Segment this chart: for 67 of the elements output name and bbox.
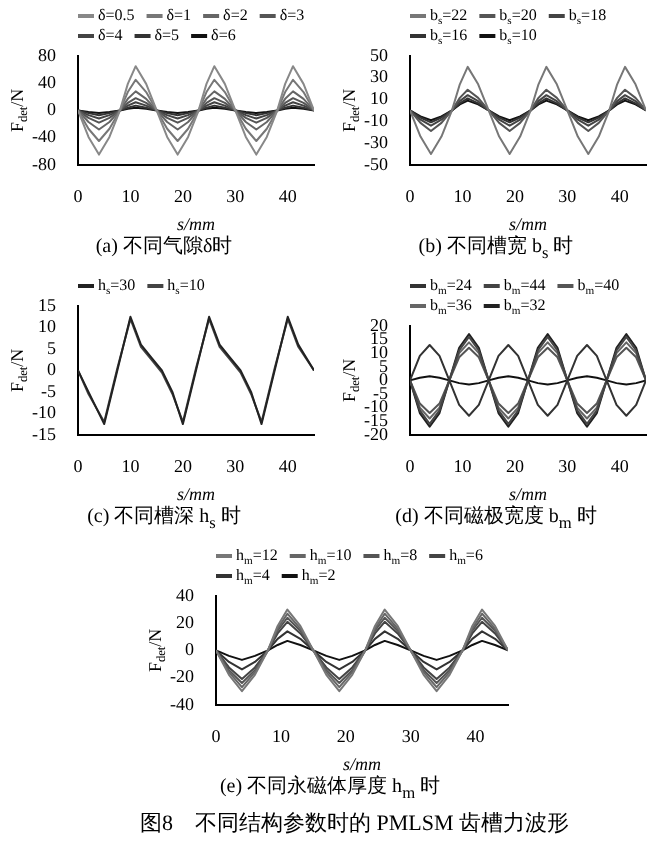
y-tick-label: -80 xyxy=(31,153,57,174)
x-tick-label: 20 xyxy=(505,456,525,477)
x-tick-label: 30 xyxy=(226,456,246,477)
y-tick-label: 30 xyxy=(369,66,389,87)
x-tick-label: 40 xyxy=(466,726,486,747)
y-tick-label: 10 xyxy=(37,316,57,337)
x-tick-label: 10 xyxy=(453,456,473,477)
x-tick-label: 40 xyxy=(278,456,298,477)
text: (b) 不同槽宽 b$_{s}$ 时 xyxy=(416,236,576,266)
legend-label: δ=6 xyxy=(211,26,236,45)
x-axis-title: s/mm xyxy=(176,213,216,234)
y-tick-label: 10 xyxy=(369,88,389,109)
y-tick-label: -15 xyxy=(31,423,57,444)
x-axis-title: s/mm xyxy=(176,483,216,504)
y-tick-label: -5 xyxy=(40,380,57,401)
x-tick-label: 20 xyxy=(505,186,525,207)
legend-label: δ=5 xyxy=(154,26,180,45)
x-tick-label: 0 xyxy=(73,186,84,207)
y-tick-label: 0 xyxy=(46,99,57,120)
y-tick-label: -20 xyxy=(169,666,195,687)
y-tick-label: 40 xyxy=(175,584,195,605)
y-tick-label: -30 xyxy=(363,131,389,152)
y-tick-label: -40 xyxy=(31,126,57,147)
y-tick-label: 40 xyxy=(37,71,57,92)
legend-label: δ=0.5 xyxy=(97,6,135,25)
caption: 图8 不同结构参数时的 PMLSM 齿槽力波形 xyxy=(140,810,570,838)
x-tick-label: 10 xyxy=(453,186,473,207)
y-tick-label: -15 xyxy=(363,409,389,430)
legend-label: δ=2 xyxy=(223,6,248,25)
x-tick-label: 30 xyxy=(558,456,578,477)
legend-label: δ=3 xyxy=(279,6,305,25)
y-tick-label: 0 xyxy=(46,359,57,380)
text: (a) 不同气隙δ时 xyxy=(93,236,235,260)
y-tick-label: 15 xyxy=(37,294,57,315)
x-axis-title: s/mm xyxy=(508,483,548,504)
y-tick-label: 20 xyxy=(175,611,195,632)
text: (c) 不同槽深 h$_{s}$ 时 xyxy=(85,506,243,536)
y-tick-label: -50 xyxy=(363,153,389,174)
y-tick-label: -40 xyxy=(169,693,195,714)
y-tick-label: 5 xyxy=(378,355,389,376)
y-tick-label: -10 xyxy=(363,110,389,130)
x-tick-label: 40 xyxy=(610,456,630,477)
x-tick-label: 10 xyxy=(271,726,291,747)
text: (d) 不同磁极宽度 b$_{m}$ 时 xyxy=(393,506,599,536)
x-tick-label: 40 xyxy=(610,186,630,207)
x-tick-label: 0 xyxy=(405,186,416,207)
y-tick-label: 0 xyxy=(184,639,195,660)
x-tick-label: 0 xyxy=(211,726,222,747)
y-tick-label: 50 xyxy=(369,44,389,65)
x-tick-label: 30 xyxy=(558,186,578,207)
legend-label: δ=4 xyxy=(97,26,123,45)
legend-label: δ=1 xyxy=(166,6,192,25)
y-tick-label: 80 xyxy=(37,44,57,65)
x-tick-label: 0 xyxy=(405,456,416,477)
x-axis-title: s/mm xyxy=(342,753,382,774)
y-tick-label: -5 xyxy=(372,382,389,403)
x-tick-label: 20 xyxy=(336,726,356,747)
x-tick-label: 30 xyxy=(226,186,246,207)
x-tick-label: 40 xyxy=(278,186,298,207)
x-tick-label: 0 xyxy=(73,456,84,477)
x-axis-title: s/mm xyxy=(508,213,548,234)
x-tick-label: 10 xyxy=(121,456,141,477)
y-tick-label: -10 xyxy=(31,402,57,423)
y-tick-label: 5 xyxy=(46,337,57,358)
text: (e) 不同永磁体厚度 h$_{m}$ 时 xyxy=(217,776,443,806)
x-tick-label: 10 xyxy=(121,186,141,207)
x-tick-label: 30 xyxy=(401,726,421,747)
